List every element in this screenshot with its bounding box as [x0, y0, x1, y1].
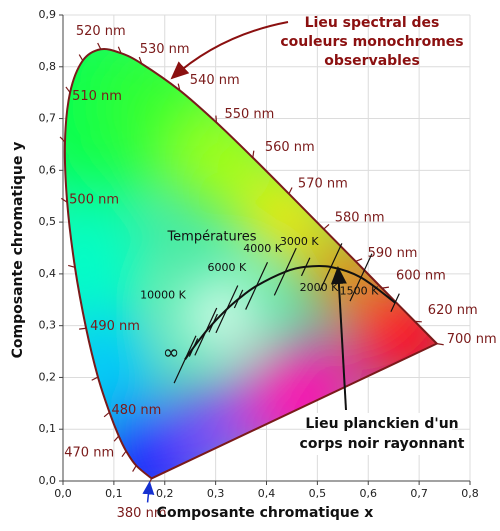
- temperature-label: 4000 K: [243, 242, 282, 255]
- locus-tick: [65, 86, 71, 93]
- locus-tick: [59, 136, 66, 143]
- y-tick-label: 0,6: [39, 163, 57, 176]
- y-tick-label: 0,0: [39, 474, 57, 487]
- wavelength-label: 500 nm: [69, 193, 119, 208]
- color-blob: [175, 109, 276, 210]
- isotherm: [273, 247, 297, 296]
- y-tick-label: 0,5: [39, 215, 57, 228]
- wavelength-label: 700 nm: [447, 332, 497, 347]
- wavelength-label: 570 nm: [298, 176, 348, 191]
- isotherm: [188, 338, 199, 357]
- overlay: 0,0 0,1 0,2 0,3 0,4 0,5 0,6 0,7 0,8 0,0 0,1 0,2 0,3 0…: [39, 8, 497, 521]
- y-tick-label: 0,3: [39, 319, 57, 332]
- spectral-arrow: [170, 21, 289, 80]
- temperature-label: 3000 K: [280, 235, 319, 248]
- isotherm: [300, 257, 311, 277]
- locus-tick: [117, 46, 122, 54]
- isotherm: [233, 289, 244, 309]
- y-tick-label: 0,4: [39, 267, 57, 280]
- isotherm: [215, 285, 239, 334]
- wavelength-label: 620 nm: [428, 303, 478, 318]
- temperatures-annotation: Températures: [166, 230, 256, 245]
- locus-tick: [113, 435, 120, 442]
- x-tick-label: 0,5: [309, 487, 327, 500]
- temperature-label: 6000 K: [208, 261, 247, 274]
- isotherm: [245, 261, 269, 310]
- y-tick-label: 0,1: [39, 422, 57, 435]
- wavelength-label: 520 nm: [76, 24, 126, 39]
- x-tick-label: 0,4: [258, 487, 276, 500]
- locus-tick: [132, 465, 137, 472]
- x-tick-label: 0,3: [207, 487, 225, 500]
- wavelength-label: 590 nm: [368, 246, 418, 261]
- wavelength-label: 490 nm: [90, 319, 140, 334]
- x-tick-label: 0,2: [156, 487, 174, 500]
- isotherm: [194, 307, 218, 356]
- spectral-annotation: couleurs monochromes: [280, 34, 463, 50]
- planck-box: [312, 413, 452, 455]
- isotherm: [349, 253, 373, 302]
- x-tick-label: 0,8: [461, 487, 479, 500]
- temperature-label: 10000 K: [140, 289, 186, 302]
- locus-tick: [288, 187, 293, 195]
- wavelength-label: 550 nm: [224, 107, 274, 122]
- wavelength-label: 480 nm: [111, 403, 161, 418]
- wavelength-label: 540 nm: [190, 73, 240, 88]
- wavelength-label: 560 nm: [265, 140, 315, 155]
- locus-tick: [79, 327, 87, 330]
- wavelength-label: 580 nm: [335, 211, 385, 226]
- locus-tick: [252, 150, 255, 158]
- locus-tick: [68, 264, 76, 268]
- wavelength-label: 380 nm: [117, 506, 167, 521]
- locus-tick: [60, 197, 68, 203]
- temperature-label: 1500 K: [340, 284, 379, 297]
- spectral-annotation: observables: [324, 53, 420, 69]
- locus-tick: [97, 42, 102, 50]
- locus-tick: [138, 56, 143, 64]
- x-tick-label: 0,1: [105, 487, 123, 500]
- x-tick-label: 0,6: [360, 487, 378, 500]
- y-axis-label: Composante chromatique y: [10, 142, 26, 359]
- wavelength-label: 530 nm: [140, 42, 190, 57]
- x-axis-label: Composante chromatique x: [157, 505, 374, 521]
- spectral-locus: [63, 47, 439, 480]
- wavelength-label: 470 nm: [64, 446, 114, 461]
- locus-tick: [91, 376, 99, 381]
- y-tick-label: 0,8: [39, 60, 57, 73]
- planck-arrow: [330, 266, 347, 411]
- wavelength-label: 510 nm: [72, 89, 122, 104]
- locus-tick: [215, 115, 218, 123]
- locus-tick: [355, 258, 363, 262]
- isotherm: [173, 335, 197, 384]
- isotherm: [390, 293, 400, 313]
- color-blob: [348, 276, 437, 397]
- locus-tick: [323, 223, 330, 230]
- locus-tick: [436, 343, 444, 346]
- y-tick-label: 0,2: [39, 370, 57, 383]
- locus-tick: [78, 54, 84, 61]
- locus-tick: [121, 450, 127, 458]
- violet-arrow: [142, 480, 155, 503]
- temperature-label: ∞: [163, 340, 180, 364]
- locus-tick: [177, 83, 181, 91]
- spectral-annotation: Lieu spectral des: [305, 15, 440, 31]
- y-tick-label: 0,7: [39, 112, 57, 125]
- y-tick-label: 0,9: [39, 8, 57, 21]
- locus-tick: [103, 411, 110, 418]
- planck-annotation: corps noir rayonnant: [300, 436, 465, 452]
- temperature-label: 2000 K: [300, 281, 339, 294]
- locus-tick: [381, 286, 389, 289]
- color-blob: [64, 203, 144, 324]
- isotherm: [208, 313, 218, 333]
- planck-annotation: Lieu planckien d'un: [305, 416, 458, 432]
- x-tick-label: 0,0: [54, 487, 72, 500]
- wavelength-label: 600 nm: [396, 269, 446, 284]
- x-tick-label: 0,7: [410, 487, 428, 500]
